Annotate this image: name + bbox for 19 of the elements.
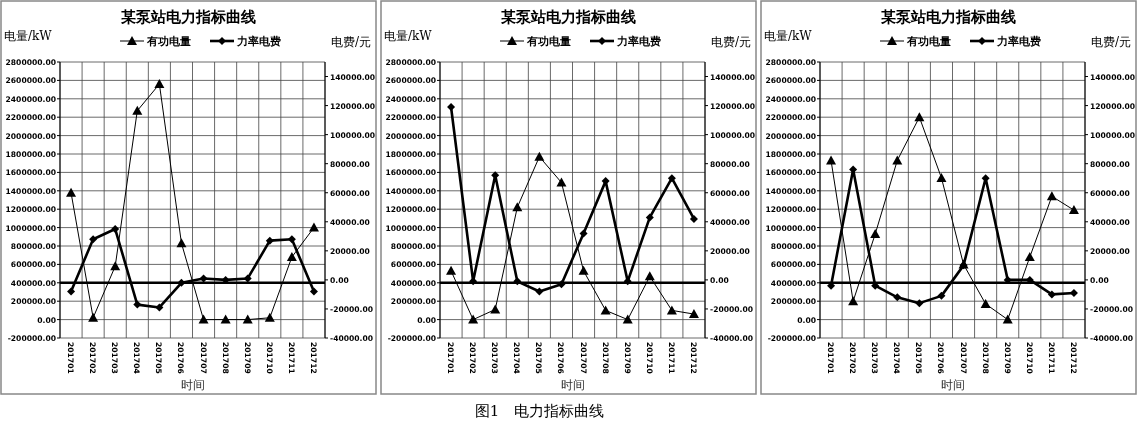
chart-title: 某泵站电力指标曲线 [500, 8, 636, 26]
x-axis-title: 时间 [940, 378, 965, 392]
y-axis-title: 电量/kW [384, 29, 433, 43]
chart-title: 某泵站电力指标曲线 [120, 8, 256, 26]
y-axis-title: 电量/kW [4, 29, 53, 43]
legend-label: 力率电费 [616, 35, 661, 47]
x-axis-title: 时间 [560, 378, 585, 392]
chart-title: 某泵站电力指标曲线 [880, 8, 1016, 26]
legend-label: 有功电量 [906, 35, 951, 47]
legend-label: 有功电量 [146, 35, 191, 47]
y2-axis-title: 电费/元 [710, 35, 751, 49]
y-axis-title: 电量/kW [764, 29, 813, 43]
y2-axis-title: 电费/元 [1090, 35, 1131, 49]
caption: 图1 电力指标曲线 [474, 402, 605, 420]
x-axis-title: 时间 [180, 378, 205, 392]
y2-axis-title: 电费/元 [330, 35, 371, 49]
legend-label: 有功电量 [526, 35, 571, 47]
legend-label: 力率电费 [236, 35, 281, 47]
legend-label: 力率电费 [996, 35, 1041, 47]
